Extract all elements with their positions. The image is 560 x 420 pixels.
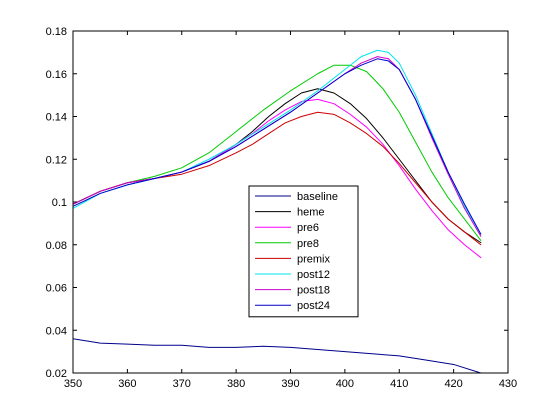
y-tick-label: 0.18 (46, 26, 67, 38)
x-tick-label: 350 (64, 378, 82, 390)
series-line-pre8 (72, 64, 482, 241)
legend-box (248, 185, 359, 318)
y-tick-label: 0.12 (46, 154, 67, 166)
legend-label-heme: heme (297, 207, 325, 219)
x-tick-label: 380 (227, 378, 245, 390)
x-tick-label: 370 (173, 378, 191, 390)
legend-label-post24: post24 (297, 300, 330, 312)
series-layer (72, 49, 482, 374)
y-tick-label: 0.06 (46, 283, 67, 295)
y-tick-label: 0.14 (46, 112, 67, 124)
legend: baseline heme pre6 pre8 premix post12 post18 po… (248, 185, 359, 318)
y-tick-label: 0.08 (46, 240, 67, 252)
x-tick-label: 400 (336, 378, 354, 390)
y-tick-label: 0.1 (52, 197, 67, 209)
legend-label-post12: post12 (297, 269, 330, 281)
legend-label-premix: premix (297, 253, 331, 265)
y-tick-label: 0.16 (46, 69, 67, 81)
x-tick-label: 410 (390, 378, 408, 390)
x-tick-label: 430 (499, 378, 517, 390)
legend-label-post18: post18 (297, 285, 330, 297)
x-tick-label: 360 (118, 378, 136, 390)
y-tick-label: 0.04 (46, 325, 67, 337)
legend-label-pre8: pre8 (297, 238, 319, 250)
axis-layer: 350 360 370 380 390 400 410 420 430 0.02 0.04 0.06 0… (46, 26, 518, 390)
x-tick-label: 420 (444, 378, 462, 390)
legend-label-baseline: baseline (297, 191, 338, 203)
x-tick-label: 390 (281, 378, 299, 390)
y-tick-label: 0.02 (46, 368, 67, 380)
series-line-premix (72, 111, 482, 246)
legend-label-pre6: pre6 (297, 222, 319, 234)
series-line-post24 (72, 58, 482, 235)
series-line-baseline (72, 338, 482, 374)
